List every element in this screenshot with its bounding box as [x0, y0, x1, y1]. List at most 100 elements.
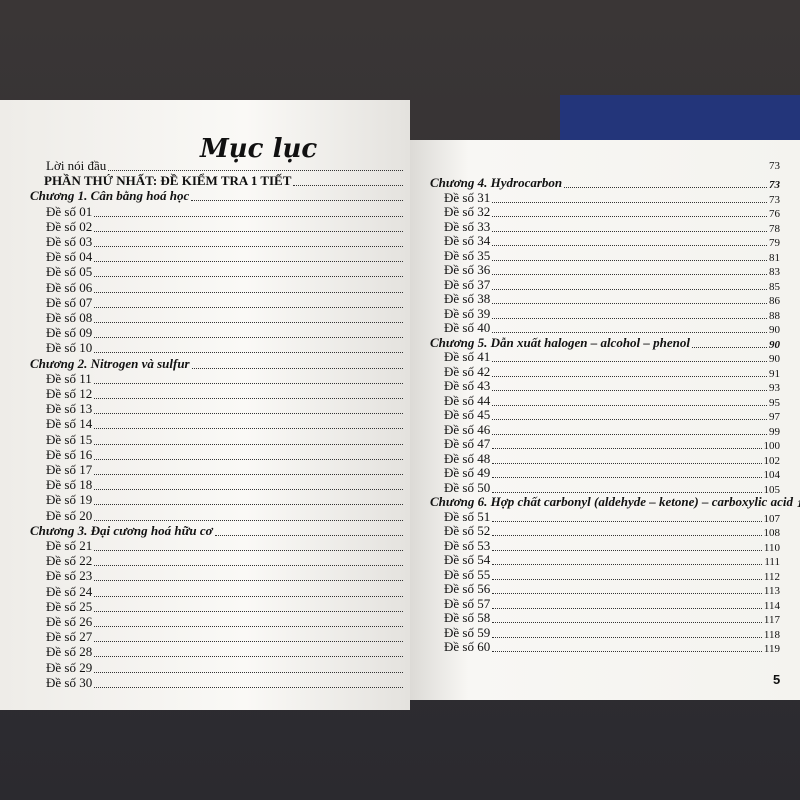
entry-label: Chương 3. Đại cương hoá hữu cơ: [30, 522, 213, 538]
entry-label: Đề số 03: [46, 234, 93, 249]
entry-label: Đề số 54: [444, 552, 491, 567]
leader-dots: [94, 519, 403, 521]
leader-dots: [94, 626, 403, 627]
entry-label: Đề số 14: [46, 416, 93, 432]
entry-label: Đề số 47: [444, 436, 491, 451]
leader-dots: [191, 367, 403, 369]
toc-entry: Đề số 57 114: [444, 596, 780, 612]
entry-label: Đề số 44: [444, 392, 491, 408]
toc-entry: Đề số 23: [46, 568, 405, 584]
entry-label: Đề số 50: [444, 479, 491, 495]
entry-page: 91: [769, 367, 780, 380]
entry-label: Đề số 01: [46, 203, 93, 219]
toc-entry: Đề số 16: [46, 447, 405, 463]
toc-entry: Đề số 52 108: [444, 523, 780, 539]
entry-label: Đề số 05: [46, 264, 93, 280]
toc-entry: Lời nói đầu: [46, 158, 405, 174]
toc-entry: Đề số 25: [46, 599, 405, 615]
toc-entry: Đề số 26: [46, 614, 405, 630]
leader-dots: [492, 593, 762, 594]
toc-title: Mục lục: [200, 134, 318, 164]
toc-entry: Đề số 03: [46, 234, 405, 250]
leader-dots: [94, 458, 403, 460]
page-number: 5: [773, 672, 781, 687]
toc-entry: Đề số 30: [46, 675, 405, 691]
leader-dots: [492, 607, 762, 609]
entry-page: 107: [797, 498, 800, 510]
entry-label: Đề số 08: [46, 310, 93, 325]
left-page: [0, 100, 410, 710]
entry-label: Đề số 58: [444, 610, 491, 625]
toc-entry: Đề số 27: [46, 629, 405, 645]
entry-label: Đề số 30: [46, 674, 93, 690]
toc-entry: Đề số 35 81: [444, 248, 780, 264]
leader-dots: [94, 276, 403, 278]
toc-entry: Chương 2. Nitrogen và sulfur: [30, 356, 405, 372]
entry-label: Chương 6. Hợp chất carbonyl (aldehyde – …: [430, 494, 793, 509]
entry-page: 118: [763, 628, 780, 641]
entry-label: Đề số 33: [444, 218, 491, 234]
leader-dots: [492, 216, 767, 217]
leader-dots: [94, 580, 403, 582]
entry-label: Lời nói đầu: [46, 158, 107, 173]
entry-label: Đề số 22: [46, 553, 93, 569]
entry-label: Đề số 06: [46, 279, 93, 295]
toc-entry: Đề số 11: [46, 371, 405, 387]
entry-label: Đề số 24: [46, 583, 93, 599]
leader-dots: [191, 200, 403, 202]
leader-dots: [492, 419, 767, 420]
entry-label: Đề số 38: [444, 291, 491, 306]
entry-label: Chương 5. Dẫn xuất halogen – alcohol – p…: [430, 334, 691, 350]
leader-dots: [93, 382, 403, 384]
entry-label: Đề số 11: [46, 370, 92, 386]
toc-entry: Chương 5. Dẫn xuất halogen – alcohol – p…: [430, 335, 780, 351]
leader-dots: [94, 610, 403, 612]
leader-dots: [492, 462, 762, 464]
leader-dots: [492, 375, 767, 377]
leader-dots: [94, 246, 403, 247]
entry-label: Đề số 35: [444, 247, 491, 263]
leader-dots: [492, 651, 762, 652]
entry-label: Đề số 13: [46, 401, 93, 417]
toc-entry: Đề số 24: [46, 584, 405, 600]
leader-dots: [94, 474, 403, 475]
leader-dots: [492, 477, 762, 478]
entry-label: Đề số 18: [46, 477, 93, 493]
entry-label: Đề số 59: [444, 624, 491, 640]
leader-dots: [94, 398, 403, 399]
entry-label: Đề số 15: [46, 431, 93, 447]
leader-dots: [94, 595, 403, 597]
entry-page: 95: [769, 396, 780, 409]
leader-dots: [492, 535, 762, 536]
entry-page: 93: [769, 382, 780, 394]
toc-entry: Đề số 41 90: [444, 349, 780, 365]
entry-label: Đề số 34: [444, 233, 491, 248]
leader-dots: [94, 337, 403, 339]
entry-page: 88: [769, 309, 780, 322]
leader-dots: [492, 317, 767, 319]
leader-dots: [94, 352, 403, 354]
entry-label: Chương 4. Hydrocarbon: [430, 175, 563, 190]
toc-entry: Đề số 08: [46, 310, 405, 326]
leader-dots: [492, 288, 767, 290]
entry-page: 83: [769, 266, 780, 278]
entry-label: Đề số 48: [444, 450, 491, 466]
leader-dots: [94, 656, 403, 658]
toc-entry: Đề số 43 93: [444, 378, 780, 394]
toc-entry: Đề số 45 97: [444, 407, 780, 423]
leader-dots: [492, 332, 767, 333]
leader-dots: [492, 274, 767, 275]
leader-dots: [94, 489, 403, 491]
toc-entry: Đề số 06: [46, 280, 405, 296]
toc-entry: Đề số 28: [46, 644, 405, 660]
leader-dots: [293, 185, 403, 187]
entry-label: Đề số 36: [444, 262, 491, 277]
leader-dots: [94, 565, 403, 567]
toc-entry: Chương 1. Cân bằng hoá học: [30, 188, 405, 204]
entry-page: 81: [769, 251, 780, 264]
toc-entry: Đề số 21: [46, 538, 405, 554]
entry-page: 119: [763, 643, 780, 655]
toc-entry: Đề số 55 112: [444, 567, 780, 583]
entry-label: PHẦN THỨ NHẤT: ĐỀ KIỂM TRA 1 TIẾT: [44, 173, 292, 189]
